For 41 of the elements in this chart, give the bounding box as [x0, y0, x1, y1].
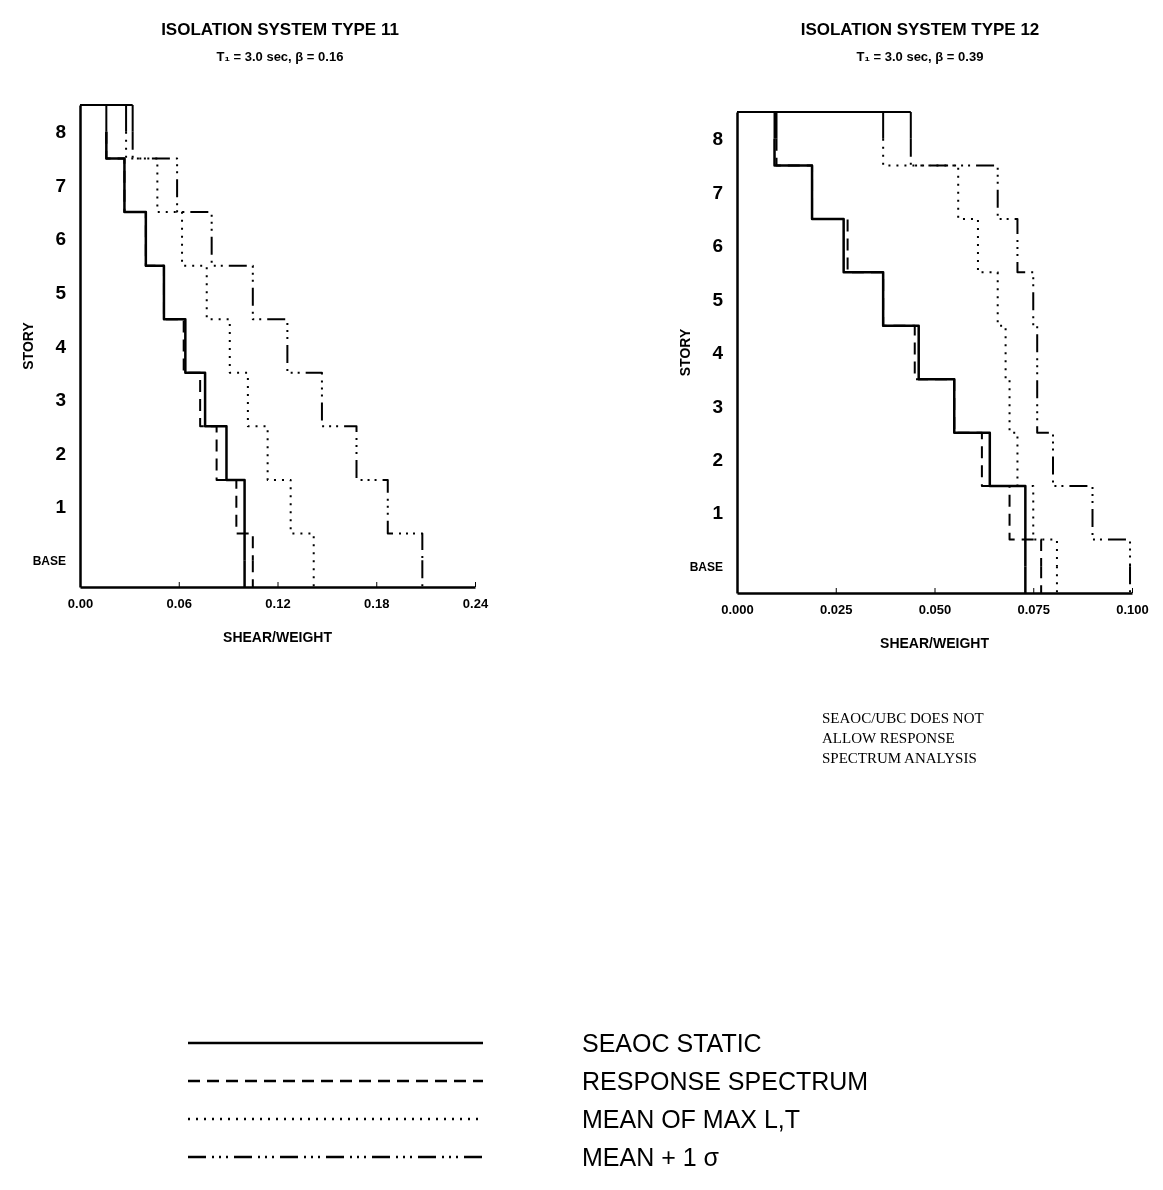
- x-tick-label: 0.075: [1017, 602, 1051, 618]
- y-tick-label: 4: [712, 342, 724, 364]
- y-tick-label: 4: [55, 335, 67, 357]
- y-tick-label: BASE: [689, 559, 723, 574]
- y-tick-label: 8: [55, 121, 66, 143]
- y-tick-label: 6: [712, 235, 723, 257]
- x-tick-label: 0.025: [819, 602, 853, 618]
- y-tick-label: 5: [712, 288, 724, 310]
- y-tick-label: BASE: [32, 553, 66, 568]
- text: SEAOC STATIC: [582, 1029, 762, 1057]
- x-axis-title: SHEAR/WEIGHT: [223, 629, 333, 645]
- x-tick-label: 0.050: [918, 602, 952, 618]
- x-tick-label: 0.18: [364, 596, 390, 612]
- x-tick-label: 0.000: [721, 602, 754, 618]
- y-tick-label: 5: [55, 282, 67, 304]
- chart-title: ISOLATION SYSTEM TYPE 11: [161, 20, 399, 39]
- text: SEAOC/UBC DOES NOT ALLOW RESPONSE SPECTRUM ANALYSIS: [822, 710, 984, 766]
- x-axis-title: SHEAR/WEIGHT: [880, 635, 990, 651]
- y-tick-label: 6: [55, 228, 66, 250]
- chart-subtitle: T₁ = 3.0 sec, β = 0.16: [216, 49, 344, 64]
- y-tick-label: 3: [712, 395, 723, 417]
- x-tick-label: 0.100: [1116, 602, 1149, 618]
- x-tick-label: 0.24: [462, 596, 489, 612]
- chart-subtitle: T₁ = 3.0 sec, β = 0.39: [856, 49, 984, 64]
- text: MEAN + 1 σ: [582, 1143, 720, 1171]
- y-tick-label: 7: [55, 174, 66, 196]
- x-tick-label: 0.06: [166, 596, 192, 612]
- text: RESPONSE SPECTRUM: [582, 1067, 869, 1095]
- x-tick-label: 0.12: [265, 596, 291, 612]
- y-tick-label: 1: [55, 496, 67, 518]
- y-tick-label: 2: [55, 442, 66, 464]
- y-axis-title: STORY: [677, 328, 693, 377]
- y-tick-label: 8: [712, 128, 723, 150]
- text: MEAN OF MAX L,T: [582, 1105, 801, 1133]
- x-tick-label: 0.00: [67, 596, 94, 612]
- y-tick-label: 2: [712, 448, 723, 470]
- chart-title: ISOLATION SYSTEM TYPE 12: [800, 20, 1040, 39]
- y-tick-label: 1: [712, 502, 724, 524]
- y-tick-label: 7: [712, 181, 723, 203]
- y-tick-label: 3: [55, 389, 66, 411]
- y-axis-title: STORY: [20, 321, 36, 370]
